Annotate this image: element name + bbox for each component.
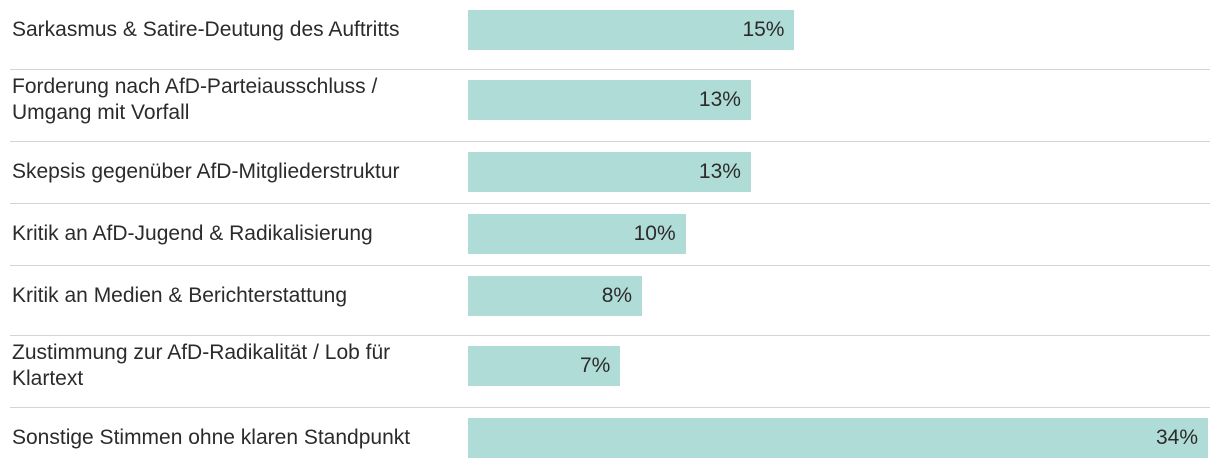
bar-value-label: 10% bbox=[633, 222, 676, 245]
bar-value-label: 8% bbox=[601, 284, 633, 307]
category-label: Skepsis gegenüber AfD-Mitgliederstruktur bbox=[12, 160, 400, 183]
bar: 13% bbox=[468, 152, 751, 192]
category-label: Zustimmung zur AfD-Radikalität / Lob für… bbox=[12, 341, 391, 390]
row-separator bbox=[10, 335, 1210, 336]
row-separator bbox=[10, 265, 1210, 266]
bar-value-label: 34% bbox=[1155, 426, 1198, 449]
category-label: Forderung nach AfD-Parteiausschluss / Um… bbox=[12, 75, 378, 124]
row-separator bbox=[10, 407, 1210, 408]
row-separator bbox=[10, 141, 1210, 142]
bar: 34% bbox=[468, 418, 1208, 458]
category-label: Sonstige Stimmen ohne klaren Standpunkt bbox=[12, 426, 411, 449]
bar-value-label: 15% bbox=[742, 18, 785, 41]
bar: 15% bbox=[468, 10, 795, 50]
bar: 8% bbox=[468, 276, 643, 316]
category-label: Sarkasmus & Satire-Deutung des Auftritts bbox=[12, 18, 400, 41]
row-separator bbox=[10, 69, 1210, 70]
category-label: Kritik an AfD-Jugend & Radikalisierung bbox=[12, 222, 373, 245]
bar: 10% bbox=[468, 214, 686, 254]
category-label: Kritik an Medien & Berichterstattung bbox=[12, 284, 347, 307]
bar-value-label: 7% bbox=[579, 354, 611, 377]
bar: 13% bbox=[468, 80, 751, 120]
row-separator bbox=[10, 203, 1210, 204]
bar-value-label: 13% bbox=[698, 160, 741, 183]
bar: 7% bbox=[468, 346, 621, 386]
bar-value-label: 13% bbox=[698, 88, 741, 111]
